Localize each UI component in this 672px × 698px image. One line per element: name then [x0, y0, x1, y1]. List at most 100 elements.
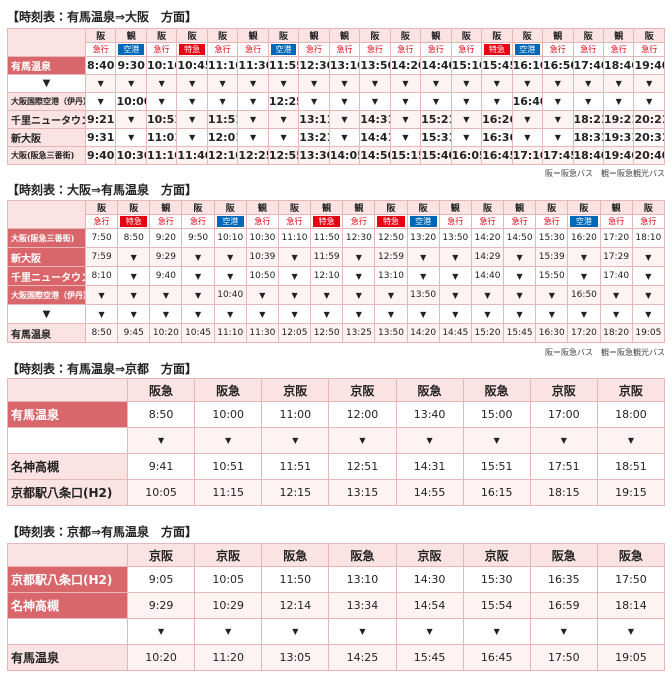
operator: 阪	[572, 28, 604, 43]
stop-label: 大阪国際空港（伊丹）	[7, 285, 86, 305]
stop-label: 大阪(阪急三番街)	[7, 228, 86, 248]
type-cell: 急行	[633, 42, 665, 57]
type-cell: 急行	[277, 214, 312, 229]
type-cell: 急行	[328, 42, 361, 57]
departure-time: ▼	[328, 128, 361, 147]
service-type: 急行	[543, 217, 560, 226]
timetable: 阪阪観阪阪観阪観観阪阪観阪観阪阪観阪急行 特急 急行 急行 空港 急行 急行 特急 急行 特急 空港…	[7, 200, 666, 343]
type-cell: 急行	[535, 214, 569, 229]
departure-time: ▼	[359, 74, 391, 93]
departure-time: ▼	[237, 128, 269, 147]
departure-time: 14:20	[470, 228, 505, 248]
operator: 阪	[117, 200, 151, 215]
operator: 京阪	[395, 543, 464, 567]
service-type: 急行	[458, 45, 475, 54]
departure-time: 15:15	[389, 146, 422, 165]
departure-time: ▼	[602, 92, 635, 111]
departure-time: 11:10	[277, 228, 312, 248]
departure-time: ▼	[213, 247, 247, 267]
timetable-section: 【時刻表：京都⇒有馬温泉 方面】 京阪 京阪 阪急 阪急 京阪 京阪 阪急 阪急 京都駅八条口(…	[7, 523, 666, 683]
departure-time: 11:50	[310, 228, 344, 248]
departure-time: ▼	[117, 266, 151, 286]
departure-time: 10:51	[145, 110, 178, 129]
departure-time: 17:40	[599, 266, 633, 286]
type-cell: 空港	[115, 42, 147, 57]
departure-time: 10:30	[115, 146, 147, 165]
departure-time: ▼	[567, 304, 601, 324]
operator: 阪	[374, 200, 408, 215]
corner-cell	[7, 28, 86, 57]
departure-time: ▼	[535, 304, 569, 324]
departure-time: 17:10	[511, 146, 544, 165]
departure-time: 16:10	[511, 56, 544, 75]
operator: 観	[599, 200, 633, 215]
legend-note: 阪＝阪急バス 観＝阪急観光バス	[545, 169, 665, 178]
stop-label: 新大阪	[7, 247, 86, 267]
departure-time: 17:29	[599, 247, 633, 267]
departure-time: 19:21	[602, 110, 635, 129]
operator: 観	[298, 28, 330, 43]
departure-time: 10:45	[181, 323, 215, 343]
departure-time: ▼	[277, 304, 312, 324]
departure-time: 13:20	[406, 228, 440, 248]
departure-time: 16:35	[529, 566, 598, 593]
section-title: 【時刻表：大阪⇒有馬温泉 方面】	[7, 183, 198, 197]
departure-time: ▼	[213, 266, 247, 286]
departure-time: 8:40	[84, 56, 117, 75]
departure-time: ▼	[542, 92, 574, 111]
departure-time: 19:05	[596, 644, 666, 671]
departure-time: ▼	[631, 304, 666, 324]
operator: 阪急	[126, 378, 196, 402]
operator: 観	[542, 28, 574, 43]
departure-time: ▼	[511, 74, 544, 93]
type-cell: 空港	[213, 214, 247, 229]
service-type: 急行	[92, 45, 109, 54]
departure-time: 17:20	[599, 228, 633, 248]
departure-time: 9:29	[149, 247, 183, 267]
departure-time: ▼	[503, 304, 537, 324]
service-type: 急行	[153, 45, 170, 54]
departure-time: ▼	[389, 110, 422, 129]
departure-time: 13:05	[261, 644, 330, 671]
service-type: 空港	[409, 216, 437, 227]
timetable: 阪観阪阪阪観阪観観阪阪観阪阪阪観阪観阪急行 空港 急行 特急 急行 急行 空港 急行 急行 急行急…	[7, 28, 665, 165]
departure-time: 11:59	[310, 247, 344, 267]
type-cell: 急行	[631, 214, 666, 229]
departure-time: ▼	[462, 427, 531, 454]
operator: 阪	[359, 28, 391, 43]
departure-time: 14:40	[470, 266, 505, 286]
service-type: 急行	[447, 217, 464, 226]
departure-time: ▼	[542, 74, 574, 93]
departure-time: 11:51	[206, 110, 239, 129]
departure-time: ▼	[115, 110, 147, 129]
type-cell: 急行	[145, 42, 178, 57]
departure-time: ▼	[310, 304, 344, 324]
departure-time: 12:30	[298, 56, 330, 75]
departure-time: 14:25	[328, 644, 397, 671]
operator: 阪	[633, 28, 665, 43]
operator: 京阪	[126, 543, 196, 567]
departure-time: 16:26	[481, 110, 513, 129]
stop-label: 千里ニュータウン	[7, 110, 86, 129]
departure-time: 15:20	[470, 323, 505, 343]
operator: 阪	[535, 200, 569, 215]
departure-time: 9:30	[115, 56, 147, 75]
departure-time: 11:20	[194, 644, 263, 671]
departure-time: 10:20	[126, 644, 196, 671]
type-cell: 急行	[237, 42, 269, 57]
departure-time: 14:41	[359, 128, 391, 147]
departure-time: 10:00	[115, 92, 147, 111]
departure-time: 13:10	[374, 266, 408, 286]
stop-label: 有馬温泉	[7, 323, 86, 343]
stop-label: 京都駅八条口(H2)	[7, 566, 128, 593]
operator: 阪	[631, 200, 666, 215]
departure-time: 18:31	[572, 128, 604, 147]
stop-label: 名神高槻	[7, 592, 128, 619]
type-cell: 特急	[117, 214, 151, 229]
departure-time: 19:31	[602, 128, 635, 147]
departure-time: 14:45	[438, 323, 472, 343]
departure-time: ▼	[450, 110, 483, 129]
departure-time: ▼	[126, 427, 196, 454]
operator: 観	[245, 200, 279, 215]
operator: 観	[328, 28, 361, 43]
